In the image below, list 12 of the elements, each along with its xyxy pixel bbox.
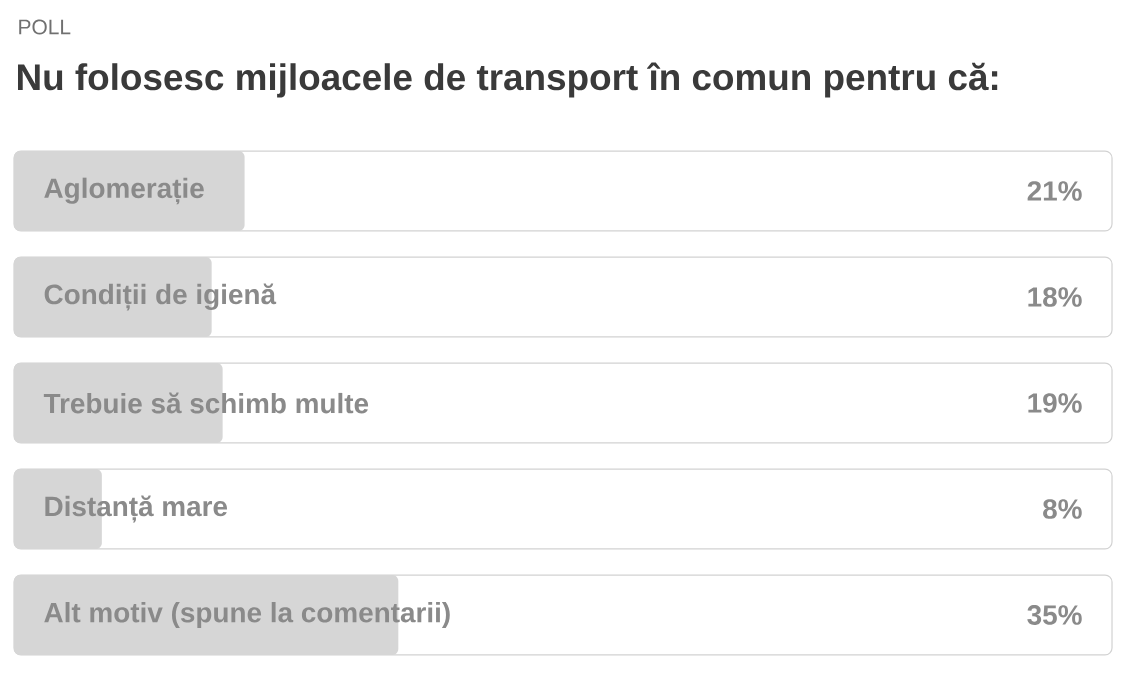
data-label: 21% (1027, 181, 1082, 201)
chart-subtitle: POLL (19, 19, 71, 35)
y-tick-label: Trebuie să schimb multe (43, 392, 369, 414)
data-label: 8% (1043, 499, 1082, 519)
y-tick-label: Condiții de igienă (44, 283, 277, 311)
chart-title: Nu folosesc mijloacele de transport în comun pentru că: (18, 62, 998, 98)
y-tick-label: Alt motiv (spune la comentarii) (44, 602, 450, 628)
data-label: 19% (1028, 393, 1082, 413)
y-tick-label: Aglomerație (44, 177, 204, 205)
data-label: 18% (1028, 287, 1082, 307)
data-label: 35% (1027, 605, 1082, 625)
y-tick-label: Distanță mare (45, 495, 228, 523)
